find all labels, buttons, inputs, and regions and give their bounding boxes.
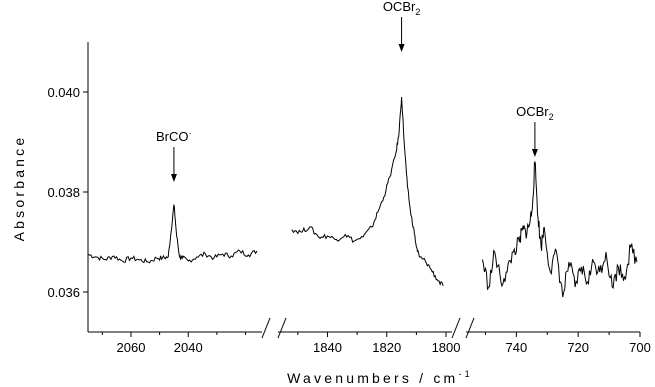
axis-break-mark-0: [261, 317, 271, 339]
x-tick-label-1-0: 1840: [313, 340, 342, 355]
annotation-text: OCBr: [516, 104, 549, 119]
annotation-arrowhead-2: [531, 149, 538, 157]
annotation-text: BrCO: [156, 129, 189, 144]
annotation-label-0: BrCO·: [156, 128, 192, 144]
spectrum-series-2: [481, 160, 638, 298]
y-axis-title: Absorbance: [11, 135, 27, 242]
annotation-label-2: OCBr2: [516, 104, 554, 122]
axis-break-mark-2: [451, 317, 461, 339]
x-tick-label-0-0: 2060: [117, 340, 146, 355]
x-tick-label-0-1: 2040: [174, 340, 203, 355]
x-tick-label-1-2: 1800: [432, 340, 461, 355]
spectrum-series-0: [87, 204, 258, 264]
x-axis-title: Wavenumbers / cm-1: [287, 369, 473, 386]
spectrum-series-1: [291, 96, 444, 287]
annotation-arrowhead-0: [170, 174, 177, 182]
annotation-label-1: OCBr2: [383, 0, 421, 17]
y-tick-label-0: 0.036: [47, 285, 80, 300]
annotation-arrowhead-1: [398, 44, 405, 52]
annotation-superscript: ·: [189, 128, 192, 139]
x-tick-label-2-2: 700: [629, 340, 651, 355]
axis-break-mark-3: [465, 317, 475, 339]
x-axis-title-superscript: -1: [458, 369, 472, 379]
x-axis-title-main: Wavenumbers / cm: [287, 370, 458, 386]
annotation-text: OCBr: [383, 0, 416, 14]
axis-break-mark-1: [277, 317, 287, 339]
plot-layer: 0.036 0.038 0.040 2060 2040 1840 1820 1800 740 72…: [47, 0, 650, 355]
x-tick-label-2-0: 740: [506, 340, 528, 355]
annotation-subscript: 2: [415, 7, 420, 17]
y-tick-label-1: 0.038: [47, 185, 80, 200]
x-tick-label-1-1: 1820: [372, 340, 401, 355]
x-tick-label-2-1: 720: [567, 340, 589, 355]
annotation-subscript: 2: [549, 112, 554, 122]
y-tick-label-2: 0.040: [47, 85, 80, 100]
